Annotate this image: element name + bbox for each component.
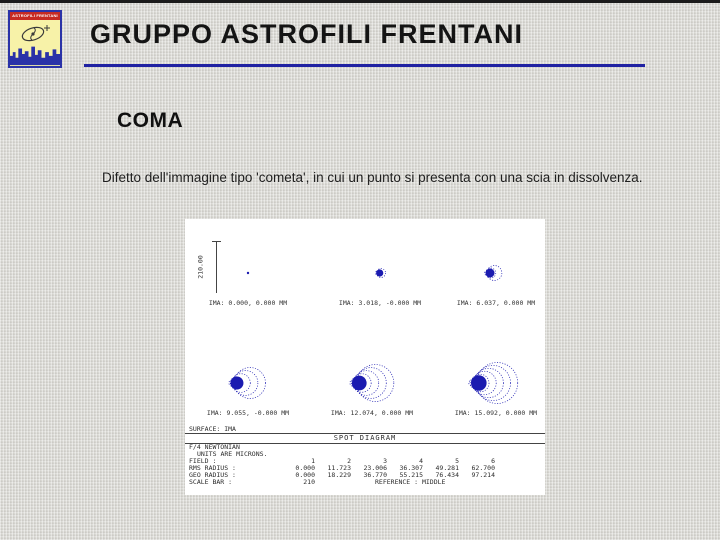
units-row: UNITS ARE MICRONS. (197, 450, 268, 458)
logo-banner-text: ASTROFILI FRENTANI (10, 12, 60, 20)
divider (185, 433, 545, 434)
reference-label: REFERENCE : MIDDLE (375, 478, 446, 486)
spot-label: IMA: 6.037, 0.000 MM (456, 299, 536, 307)
coma-spot-icon (349, 364, 395, 402)
spot-field-2: IMA: 3.018, -0.000 MM (325, 247, 435, 307)
scale-bar-tick (212, 241, 221, 242)
rms-radius-row: RMS RADIUS : 0.000 11.723 23.006 36.307 … (189, 464, 495, 472)
galaxy-icon (21, 25, 50, 42)
scale-bar (216, 241, 217, 293)
coma-spot-icon (375, 268, 386, 278)
body-text: Difetto dell'immagine tipo 'cometa', in … (102, 170, 643, 185)
spot-label: IMA: 0.000, 0.000 MM (208, 299, 288, 307)
coma-spot-icon (468, 362, 519, 404)
coma-spot-icon (228, 367, 266, 399)
spot-diagram-image: 210.00 IMA: 0.000, 0.000 MM IMA: 3.018, … (185, 219, 545, 495)
coma-spot-icon (246, 271, 250, 275)
spot-field-4: IMA: 9.055, -0.000 MM (193, 357, 303, 417)
surface-label: SURFACE: IMA (189, 425, 236, 433)
spot-field-6: IMA: 15.092, 0.000 MM (441, 357, 545, 417)
spot-field-5: IMA: 12.074, 0.000 MM (317, 357, 427, 417)
spot-field-1: IMA: 0.000, 0.000 MM (193, 247, 303, 307)
field-row: FIELD : 1 2 3 4 5 6 (189, 457, 495, 465)
page-title: COMA (117, 109, 184, 132)
scale-bar-row: SCALE BAR : 210 REFERENCE : MIDDLE (189, 478, 446, 486)
divider (185, 443, 545, 444)
spot-label: IMA: 15.092, 0.000 MM (454, 409, 538, 417)
spot-label: IMA: 12.074, 0.000 MM (330, 409, 414, 417)
coma-spot-icon (484, 265, 503, 281)
club-logo: ASTROFILI FRENTANI (8, 10, 62, 68)
system-row: F/4 NEWTONIAN (189, 443, 240, 451)
geo-radius-row: GEO RADIUS : 0.000 18.229 36.770 55.215 … (189, 471, 495, 479)
diagram-footer: SURFACE: IMA SPOT DIAGRAM F/4 NEWTONIAN … (185, 425, 545, 486)
header-divider (84, 64, 645, 67)
diagram-title: SPOT DIAGRAM (333, 434, 397, 442)
spot-label: IMA: 3.018, -0.000 MM (338, 299, 422, 307)
spot-field-3: IMA: 6.037, 0.000 MM (441, 247, 545, 307)
spot-label: IMA: 9.055, -0.000 MM (206, 409, 290, 417)
header-title: GRUPPO ASTROFILI FRENTANI (90, 19, 523, 49)
city-skyline-icon (10, 46, 60, 66)
